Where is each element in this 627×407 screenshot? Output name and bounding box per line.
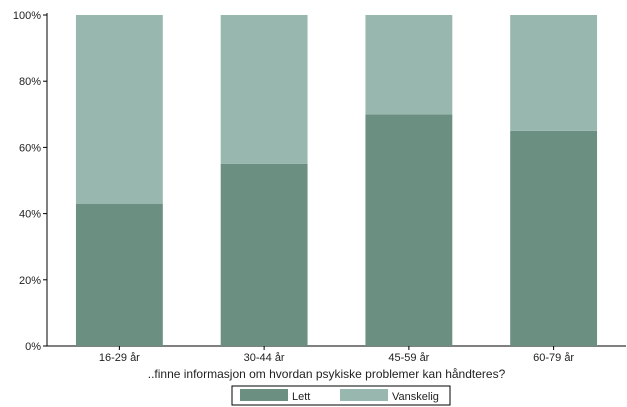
y-tick-label: 20% [19, 275, 41, 287]
plot-area: 0% 20% 40% 60% 80% 100% 16-29 år 30-44 år 45-59… [13, 10, 626, 364]
y-tick-label: 80% [19, 76, 41, 88]
y-tick-label: 60% [19, 142, 41, 154]
legend: Lett Vanskelig [231, 385, 451, 406]
legend-label-vanskelig: Vanskelig [392, 391, 439, 403]
bars [75, 15, 598, 346]
bar-segment-vanskelig [365, 15, 453, 115]
bar-segment-lett [365, 114, 453, 346]
y-tick-label: 0% [25, 341, 41, 353]
bar-segment-lett [75, 203, 163, 346]
bar-segment-vanskelig [510, 15, 598, 131]
x-tick-label: 30-44 år [244, 352, 285, 364]
x-tick-label: 45-59 år [388, 352, 429, 364]
legend-swatch-lett [240, 389, 288, 401]
y-tick-label: 40% [19, 209, 41, 221]
y-tick-label: 100% [13, 10, 41, 22]
x-tick-label: 60-79 år [533, 352, 574, 364]
bar-segment-vanskelig [75, 15, 163, 204]
x-axis-title: ..finne informasjon om hvordan psykiske … [148, 367, 506, 381]
y-axis-ticks: 0% 20% 40% 60% 80% 100% [13, 10, 47, 353]
bar-segment-lett [220, 163, 308, 346]
legend-swatch-vanskelig [340, 389, 388, 401]
bar-segment-vanskelig [220, 15, 308, 164]
x-axis-ticks: 16-29 år 30-44 år 45-59 år 60-79 år [99, 346, 574, 364]
bar-segment-lett [510, 130, 598, 346]
x-tick-label: 16-29 år [99, 352, 140, 364]
legend-label-lett: Lett [292, 391, 310, 403]
